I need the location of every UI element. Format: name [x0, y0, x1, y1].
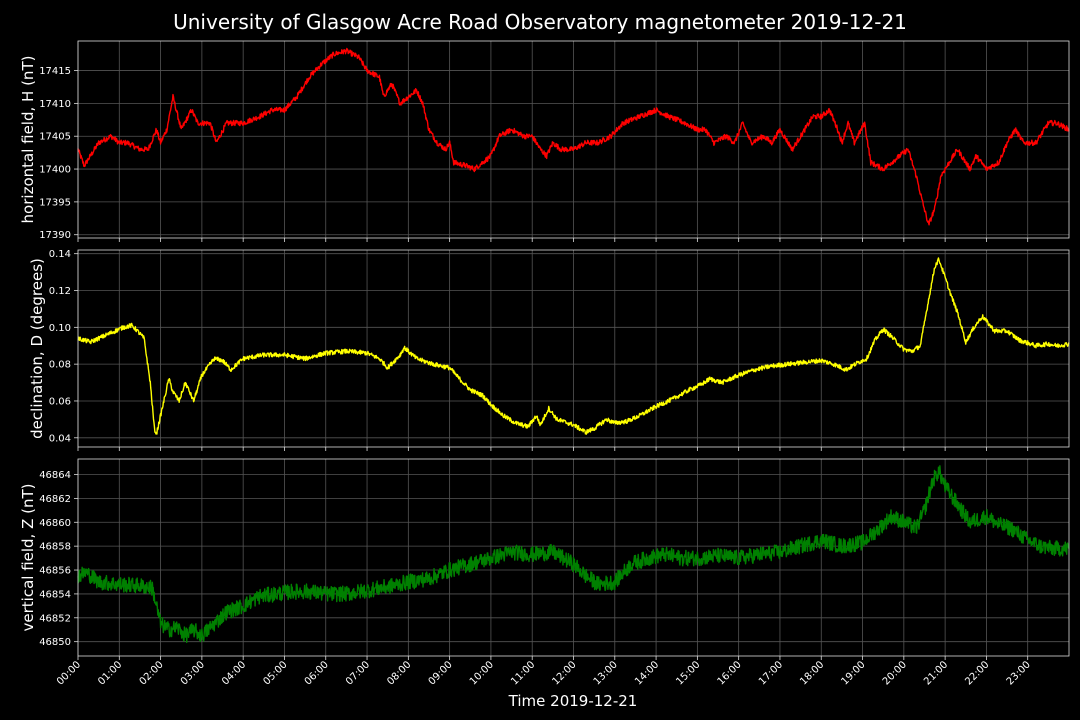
- panel-horizontal-field: 17390 17395 17400 17405 17410 17415horizontal…: [19, 40, 1070, 242]
- series-line: [77, 465, 1070, 644]
- y-tick-label: 17410: [39, 99, 71, 110]
- x-tick-label: 13:00: [592, 659, 620, 687]
- chart-title: University of Glasgow Acre Road Observat…: [173, 10, 907, 34]
- y-tick-label: 46854: [39, 589, 71, 600]
- x-tick-label: 20:00: [881, 659, 909, 687]
- series-line: [77, 257, 1070, 435]
- x-tick-label: 11:00: [509, 659, 537, 687]
- x-axis-ticks: 00:00 01:00 02:00 03:00 04:00 05:00 06:00 07:00…: [55, 659, 1033, 687]
- y-tick-label: 0.04: [49, 433, 71, 444]
- x-tick-label: 22:00: [963, 659, 991, 687]
- x-tick-label: 10:00: [468, 659, 496, 687]
- x-tick-label: 15:00: [674, 659, 702, 687]
- y-tick-label: 46860: [39, 518, 71, 529]
- y-tick-label: 17395: [39, 197, 71, 208]
- x-tick-label: 16:00: [716, 659, 744, 687]
- y-tick-label: 17415: [39, 66, 71, 77]
- y-tick-label: 0.14: [49, 249, 71, 260]
- x-tick-label: 07:00: [344, 659, 372, 687]
- y-axis-label: vertical field, Z (nT): [19, 483, 37, 631]
- x-tick-label: 01:00: [96, 659, 124, 687]
- y-tick-label: 0.12: [49, 286, 71, 297]
- x-tick-label: 21:00: [922, 659, 950, 687]
- x-tick-label: 08:00: [385, 659, 413, 687]
- x-tick-label: 03:00: [179, 659, 207, 687]
- y-tick-label: 17405: [39, 132, 71, 143]
- series-line: [77, 47, 1070, 226]
- x-tick-label: 02:00: [138, 659, 166, 687]
- panel-vertical-field: 46850 46852 46854 46856 46858 46860 46862 46864…: [19, 458, 1070, 660]
- y-tick-label: 46858: [39, 542, 71, 553]
- x-tick-label: 05:00: [261, 659, 289, 687]
- y-tick-label: 0.10: [49, 323, 71, 334]
- x-tick-label: 19:00: [840, 659, 868, 687]
- x-tick-label: 09:00: [427, 659, 455, 687]
- x-tick-label: 04:00: [220, 659, 248, 687]
- x-tick-label: 06:00: [303, 659, 331, 687]
- y-tick-label: 17400: [39, 165, 71, 176]
- x-tick-label: 17:00: [757, 659, 785, 687]
- y-tick-label: 0.08: [49, 360, 71, 371]
- x-tick-label: 23:00: [1005, 659, 1033, 687]
- y-tick-label: 46852: [39, 613, 71, 624]
- y-tick-label: 46864: [39, 470, 71, 481]
- y-tick-label: 0.06: [49, 396, 71, 407]
- x-tick-label: 00:00: [55, 659, 83, 687]
- y-tick-label: 46862: [39, 494, 71, 505]
- y-axis-label: declination, D (degrees): [28, 258, 46, 439]
- x-axis-label: Time 2019-12-21: [508, 692, 638, 710]
- y-tick-label: 17390: [39, 230, 71, 241]
- y-tick-label: 46850: [39, 637, 71, 648]
- y-tick-label: 46856: [39, 566, 71, 577]
- x-tick-label: 18:00: [798, 659, 826, 687]
- y-axis-label: horizontal field, H (nT): [19, 56, 37, 224]
- x-tick-label: 14:00: [633, 659, 661, 687]
- x-tick-label: 12:00: [550, 659, 578, 687]
